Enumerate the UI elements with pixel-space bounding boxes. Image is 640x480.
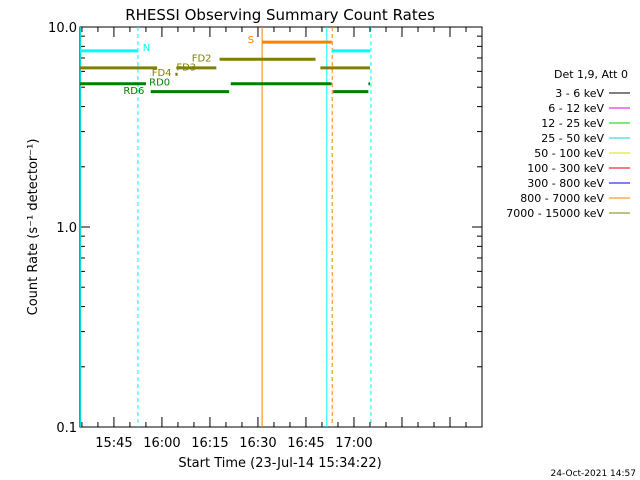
timestamp: 24-Oct-2021 14:57 [551,469,636,479]
y-tick-label: 10.0 [48,21,77,36]
x-tick-label: 16:30 [239,436,276,451]
flag-bar-label: S [248,35,254,46]
legend-entry-label: 800 - 7000 keV [520,192,604,205]
flag-bar-label: RD6 [123,86,144,97]
legend-entry-label: 50 - 100 keV [534,147,604,160]
x-tick-label: 17:00 [335,436,372,451]
y-tick-label: 1.0 [56,221,77,236]
x-axis: 15:45 16:00 16:15 16:30 16:45 17:00 [81,27,483,451]
vertical-markers [80,27,372,427]
y-axis: 0.1 1.0 10.0 [48,21,482,436]
y-tick-label: 0.1 [56,421,77,436]
flag-bar-label: FD3 [176,62,196,73]
flag-bar-label: N [143,43,150,54]
x-axis-label: Start Time (23-Jul-14 15:34:22) [178,456,381,471]
legend-entry-label: 100 - 300 keV [527,162,604,175]
legend-entry-label: 12 - 25 keV [541,117,604,130]
x-tick-label: 16:00 [143,436,180,451]
flag-bar-label: RD0 [149,77,170,88]
x-tick-label: 16:45 [287,436,324,451]
legend-entry-label: 7000 - 15000 keV [506,207,604,220]
legend-entry-label: 6 - 12 keV [548,102,604,115]
chart-title: RHESSI Observing Summary Count Rates [125,6,435,24]
legend-entry-label: 3 - 6 keV [555,87,604,100]
legend-entry-label: 300 - 800 keV [527,177,604,190]
flag-bar-label: FD2 [192,53,212,64]
legend-header: Det 1,9, Att 0 [554,68,628,81]
legend-entry-label: 25 - 50 keV [541,132,604,145]
x-tick-label: 15:45 [95,436,132,451]
y-axis-label: Count Rate (s⁻¹ detector⁻¹) [26,139,41,316]
flag-bar-label: FD4 [152,68,172,79]
x-tick-label: 16:15 [191,436,228,451]
legend: Det 1,9, Att 0 3 - 6 keV 6 - 12 keV 12 - 2… [506,68,630,220]
